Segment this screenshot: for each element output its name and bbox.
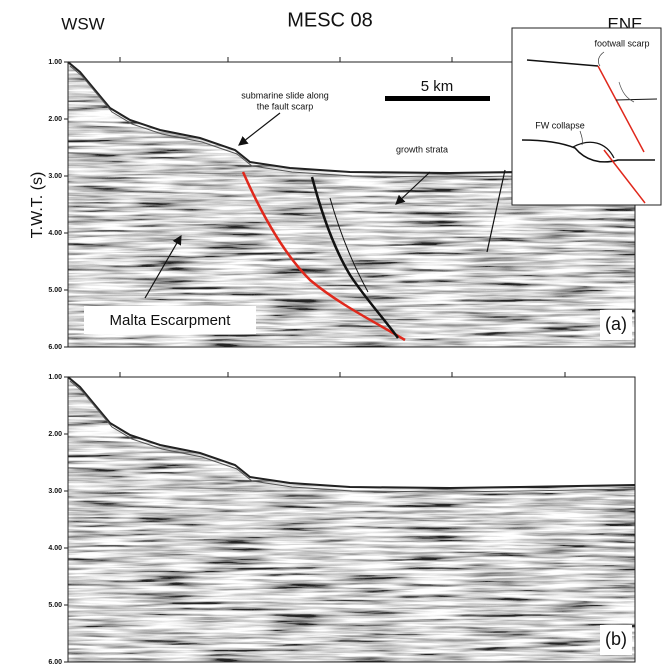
y-tick-label: 4.00: [48, 230, 62, 237]
title: MESC 08: [287, 9, 373, 31]
annotation-slide: submarine slide along: [241, 90, 329, 100]
inset-label: footwall scarp: [594, 38, 649, 48]
y-tick-label: 6.00: [48, 659, 62, 665]
ticks: 1.00 2.00 3.00 4.00 5.00 6.00 1.00 2.00 3.00 4.00…: [48, 59, 68, 665]
annotation-malta: Malta Escarpment: [110, 312, 232, 329]
inset: [512, 28, 661, 205]
panel-label: (a): [605, 314, 627, 334]
y-tick-label: 6.00: [48, 344, 62, 351]
annotation-growth: growth strata: [396, 144, 448, 154]
y-axis-label: T.W.T. (s): [29, 172, 46, 239]
direction-left: WSW: [61, 14, 104, 33]
y-tick-label: 3.00: [48, 488, 62, 495]
y-tick-label: 1.00: [48, 59, 62, 66]
y-tick-label: 1.00: [48, 374, 62, 381]
y-tick-label: 4.00: [48, 545, 62, 552]
y-tick-label: 2.00: [48, 431, 62, 438]
panel-label: (b): [605, 629, 627, 649]
scale-label: 5 km: [421, 78, 454, 95]
inset-label: FW collapse: [535, 120, 585, 130]
y-tick-label: 2.00: [48, 116, 62, 123]
y-tick-label: 5.00: [48, 602, 62, 609]
annotation-slide: the fault scarp: [257, 101, 314, 111]
y-tick-label: 3.00: [48, 173, 62, 180]
seismic-section-b: [68, 372, 635, 662]
y-tick-label: 5.00: [48, 287, 62, 294]
figure: WSW MESC 08 ENE T.W.T. (s) submarine sli…: [0, 0, 662, 665]
